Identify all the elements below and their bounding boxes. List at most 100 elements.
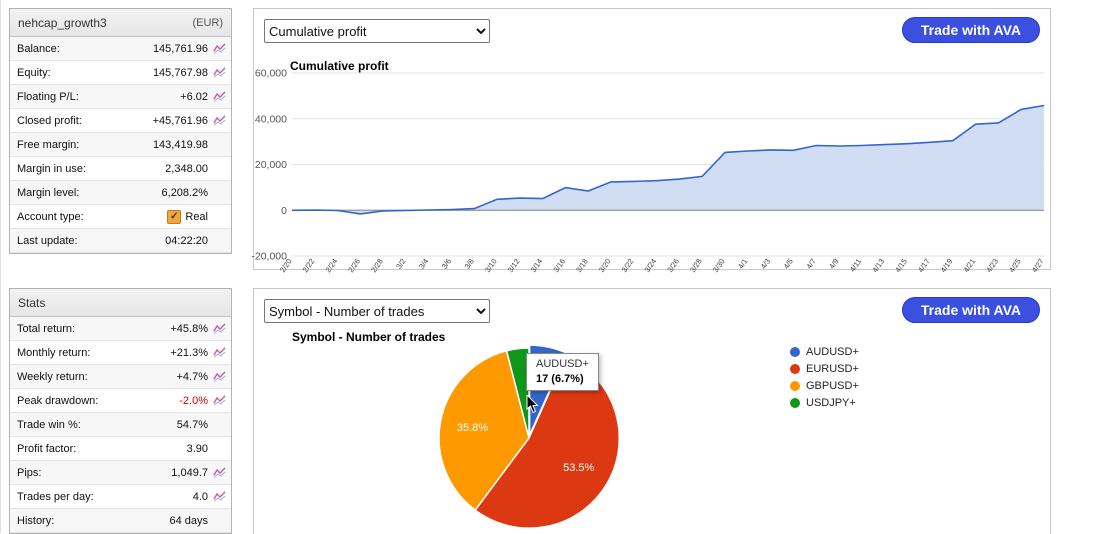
stat-label: Pips: (17, 466, 42, 479)
svg-text:4/1: 4/1 (736, 257, 749, 271)
legend-color-dot (790, 380, 800, 391)
stat-label: Balance: (17, 42, 60, 55)
stat-value: 6,208.2% (161, 186, 208, 199)
svg-text:2/26: 2/26 (346, 257, 362, 274)
account-currency: (EUR) (192, 16, 223, 29)
chart-type-select[interactable]: Cumulative profit (264, 19, 490, 43)
stat-label: Total return: (17, 322, 76, 335)
svg-text:2/28: 2/28 (369, 257, 385, 274)
svg-text:3/28: 3/28 (688, 257, 704, 274)
stat-row: Account type: ✓ Real (10, 205, 231, 229)
tooltip-symbol: AUDUSD+ (536, 358, 589, 370)
sparkline-icon[interactable] (211, 371, 226, 382)
svg-text:3/16: 3/16 (551, 257, 567, 274)
svg-text:3/8: 3/8 (463, 257, 476, 271)
sparkline-icon[interactable] (211, 115, 226, 126)
svg-text:3/10: 3/10 (483, 257, 499, 274)
line-chart-title: Cumulative profit (290, 59, 389, 73)
stat-value: +21.3% (170, 346, 208, 359)
svg-text:4/9: 4/9 (827, 257, 840, 271)
svg-text:4/19: 4/19 (939, 257, 955, 274)
sparkline-icon[interactable] (211, 467, 226, 478)
stat-value: 04:22:20 (165, 234, 208, 247)
stat-row: Trade win %: 54.7% (10, 413, 231, 437)
legend-item[interactable]: GBPUSD+ (790, 377, 859, 394)
sparkline-icon[interactable] (211, 491, 226, 502)
svg-text:3/4: 3/4 (417, 257, 430, 271)
stat-row: Margin level: 6,208.2% (10, 181, 231, 205)
cumulative-profit-panel: Cumulative profit Trade with AVA Cumulat… (251, 8, 1051, 274)
account-panel-header: nehcap_growth3 (EUR) (10, 9, 231, 37)
stat-label: Closed profit: (17, 114, 82, 127)
stat-value: 3.90 (186, 442, 208, 455)
svg-text:4/17: 4/17 (916, 257, 932, 274)
tooltip-value: 17 (6.7%) (536, 373, 584, 385)
svg-text:60,000: 60,000 (255, 68, 287, 80)
legend-item[interactable]: EURUSD+ (790, 360, 859, 377)
svg-text:3/12: 3/12 (506, 257, 522, 274)
stat-value: 4.0 (192, 490, 208, 503)
stat-value: 143,419.98 (152, 138, 208, 151)
sparkline-icon[interactable] (211, 67, 226, 78)
stats-title: Stats (18, 295, 46, 310)
legend-label: GBPUSD+ (806, 379, 859, 392)
symbol-trades-pie-chart: 53.5% 35.8% (438, 344, 620, 529)
stats-panel: Stats Total return: +45.8% Monthly return:… (9, 288, 232, 534)
stat-row: Monthly return: +21.3% (10, 341, 231, 365)
stat-row: Equity: 145,767.98 (10, 61, 231, 85)
stat-label: Last update: (17, 234, 78, 247)
legend-color-dot (790, 397, 800, 408)
svg-text:3/22: 3/22 (620, 257, 636, 274)
pie-type-select[interactable]: Symbol - Number of trades (264, 299, 490, 323)
stat-label: Account type: (17, 210, 84, 223)
stat-row: Peak drawdown: -2.0% (10, 389, 231, 413)
stat-value: 145,767.98 (152, 66, 208, 79)
legend-color-dot (790, 346, 800, 357)
stats-panel-header: Stats (10, 289, 231, 317)
sparkline-icon[interactable] (211, 347, 226, 358)
stat-row: Trades per day: 4.0 (10, 485, 231, 509)
stat-value: ✓ Real (167, 209, 208, 224)
trade-with-ava-button[interactable]: Trade with AVA (901, 297, 1040, 323)
legend-color-dot (790, 363, 800, 374)
stat-label: Equity: (17, 66, 51, 79)
legend-item[interactable]: AUDUSD+ (790, 343, 859, 360)
sparkline-icon[interactable] (211, 91, 226, 102)
stat-row: History: 64 days (10, 509, 231, 533)
stat-value: 1,049.7 (171, 466, 208, 479)
svg-text:4/23: 4/23 (984, 257, 1000, 274)
svg-text:4/7: 4/7 (804, 257, 817, 271)
pie-legend: AUDUSD+ EURUSD+ GBPUSD+ USDJPY+ (790, 343, 859, 411)
svg-text:53.5%: 53.5% (563, 462, 594, 474)
svg-text:4/25: 4/25 (1007, 257, 1023, 274)
svg-text:3/6: 3/6 (440, 257, 453, 271)
svg-text:35.8%: 35.8% (457, 422, 488, 434)
symbol-trades-panel: Symbol - Number of trades Trade with AVA… (253, 288, 1051, 534)
stat-label: Peak drawdown: (17, 394, 99, 407)
stat-value: 145,761.96 (152, 42, 208, 55)
legend-item[interactable]: USDJPY+ (790, 394, 859, 411)
stat-row: Floating P/L: +6.02 (10, 85, 231, 109)
stat-label: Free margin: (17, 138, 80, 151)
account-rows: Balance: 145,761.96 Equity: 145,767.98 Float… (10, 37, 231, 253)
stat-value: 54.7% (176, 418, 208, 431)
sparkline-icon[interactable] (211, 43, 226, 54)
trade-with-ava-button[interactable]: Trade with AVA (901, 17, 1040, 43)
sparkline-icon[interactable] (211, 323, 226, 334)
sparkline-icon[interactable] (211, 395, 226, 406)
svg-text:4/3: 4/3 (759, 257, 772, 271)
svg-text:2/24: 2/24 (323, 257, 339, 274)
stat-label: Monthly return: (17, 346, 91, 359)
svg-text:3/18: 3/18 (574, 257, 590, 274)
stat-label: History: (17, 514, 55, 527)
stat-row: Balance: 145,761.96 (10, 37, 231, 61)
stat-value: +4.7% (176, 370, 209, 383)
svg-text:-20,000: -20,000 (251, 251, 287, 263)
stat-row: Profit factor: 3.90 (10, 437, 231, 461)
mouse-cursor-icon (526, 395, 539, 414)
account-panel: nehcap_growth3 (EUR) Balance: 145,761.96 E… (9, 8, 232, 254)
svg-text:3/2: 3/2 (394, 257, 407, 271)
stat-value: +45,761.96 (152, 114, 208, 127)
stat-label: Profit factor: (17, 442, 77, 455)
